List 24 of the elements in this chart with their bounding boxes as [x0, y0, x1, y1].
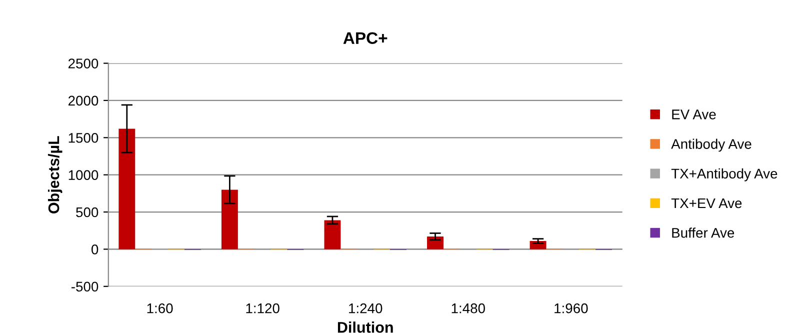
legend-label: TX+Antibody Ave [671, 168, 778, 182]
legend-label: Antibody Ave [671, 138, 752, 152]
y-tick-label: 1500 [68, 132, 98, 143]
bar [221, 190, 238, 250]
x-tick-label: 1:960 [554, 303, 588, 314]
bar [118, 128, 136, 250]
y-tick-label: -500 [72, 282, 98, 292]
x-axis-title: Dilution [338, 322, 393, 333]
y-tick-label: 2000 [68, 96, 98, 106]
y-tick-label: 2500 [68, 58, 98, 68]
y-tick-label: 0 [92, 244, 98, 254]
chart-title: APC+ [343, 32, 388, 44]
y-axis-title: Objects/µL [48, 136, 62, 214]
x-tick-label: 1:60 [147, 303, 173, 314]
legend-label: EV Ave [672, 110, 716, 120]
x-tick-label: 1:480 [452, 303, 485, 314]
legend-label: Buffer Ave [672, 228, 734, 238]
y-tick-label: 500 [76, 207, 98, 218]
legend-label: TX+EV Ave [671, 198, 742, 208]
x-tick-label: 1:120 [246, 303, 280, 314]
bar [324, 220, 341, 250]
y-tick-label: 1000 [68, 170, 98, 180]
bar [427, 236, 444, 250]
x-tick-label: 1:240 [349, 303, 382, 314]
